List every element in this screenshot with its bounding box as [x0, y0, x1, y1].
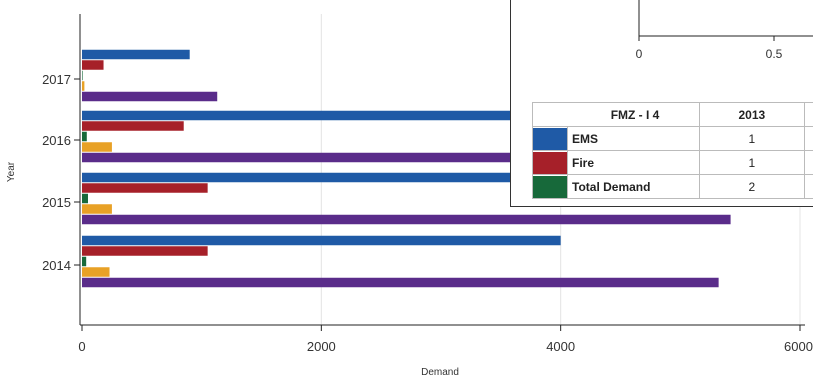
legend-table: FMZ - I 4 2013 EMS 1 Fire 1 Total Demand… — [532, 102, 813, 199]
bar — [82, 277, 719, 288]
bar — [82, 246, 208, 256]
x-tick-label: 2000 — [307, 339, 336, 354]
legend-label-fire: Fire — [567, 150, 700, 175]
y-tick-label: 2016 — [42, 133, 71, 148]
legend-row: Fire 1 — [532, 150, 813, 175]
bar — [82, 60, 104, 70]
y-tick-label: 2017 — [42, 72, 71, 87]
bar — [82, 70, 83, 81]
inset-tick-label-1: 0.5 — [766, 47, 783, 61]
y-tick-label: 2014 — [42, 258, 71, 273]
y-axis-title: Year — [6, 161, 17, 182]
legend-partial — [804, 126, 813, 151]
legend-row: Total Demand 2 — [532, 174, 813, 199]
bar — [82, 91, 218, 102]
bar — [82, 172, 513, 183]
legend-row: EMS 1 — [532, 126, 813, 151]
legend-swatch-fire — [532, 150, 568, 175]
bar — [82, 142, 112, 152]
x-tick-label: 4000 — [546, 339, 575, 354]
bar — [82, 235, 561, 246]
x-ticks: 0 2000 4000 6000 — [78, 325, 813, 354]
bar — [82, 131, 87, 142]
bar — [82, 204, 112, 214]
legend-header-year: 2013 — [698, 102, 806, 127]
bar — [82, 110, 513, 121]
legend-header-row: FMZ - I 4 2013 — [532, 102, 813, 127]
legend-header-spacer — [532, 102, 568, 127]
legend-value-total: 2 — [698, 174, 806, 199]
legend-value-ems: 1 — [698, 126, 806, 151]
bar — [82, 152, 513, 163]
legend-header-zone: FMZ - I 4 — [567, 102, 700, 127]
bar — [82, 49, 190, 60]
legend-partial — [804, 174, 813, 199]
y-tick-label: 2015 — [42, 195, 71, 210]
bars — [82, 49, 731, 288]
y-ticks: 2017 2016 2015 2014 — [42, 72, 80, 273]
legend-header-partial — [804, 102, 813, 127]
legend-label-ems: EMS — [567, 126, 700, 151]
legend-value-fire: 1 — [698, 150, 806, 175]
legend-swatch-ems — [532, 126, 568, 151]
bar — [82, 193, 88, 204]
x-axis-title: Demand — [421, 367, 459, 378]
bar — [82, 81, 85, 91]
legend-swatch-total — [532, 174, 568, 199]
inset-tick-label-0: 0 — [636, 47, 643, 61]
bar — [82, 214, 731, 225]
inset-axis: 0 0.5 — [636, 0, 813, 61]
bar — [82, 183, 208, 193]
bar — [82, 256, 87, 267]
bar — [82, 121, 184, 131]
legend-partial — [804, 150, 813, 175]
bar — [82, 267, 110, 277]
x-tick-label: 6000 — [784, 339, 813, 354]
inset-panel: 0 0.5 FMZ - I 4 2013 EMS 1 Fire 1 Total … — [510, 0, 813, 207]
x-tick-label: 0 — [78, 339, 85, 354]
legend-label-total: Total Demand — [567, 174, 700, 199]
